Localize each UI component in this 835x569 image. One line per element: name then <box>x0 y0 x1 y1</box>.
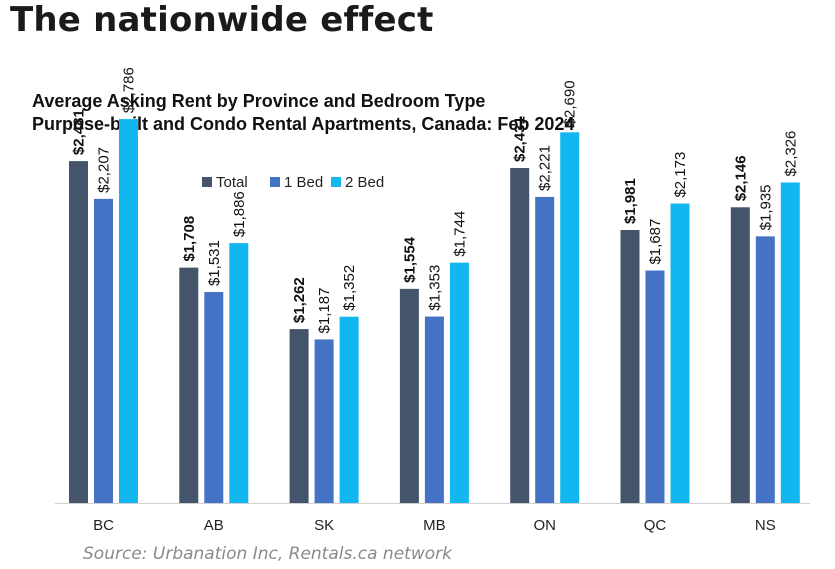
value-label-ns-1-bed: $1,935 <box>757 184 774 230</box>
chart-title-block: Average Asking Rent by Province and Bedr… <box>32 90 574 136</box>
legend-swatch-2-bed <box>331 177 341 187</box>
x-tick-label-bc: BC <box>93 517 114 534</box>
page-headline: The nationwide effect <box>10 0 434 40</box>
value-label-sk-2-bed: $1,352 <box>341 265 358 311</box>
value-label-on-total: $2,431 <box>512 116 529 162</box>
bar-mb-1-bed <box>424 316 444 503</box>
legend-label-2-bed: 2 Bed <box>345 174 384 191</box>
value-label-bc-1-bed: $2,207 <box>96 147 113 193</box>
x-axis-labels: BC AB SK MB ON QC NS <box>93 517 776 534</box>
value-label-qc-1-bed: $1,687 <box>647 219 664 265</box>
value-label-ab-2-bed: $1,886 <box>231 191 248 237</box>
bar-ab-1-bed <box>204 292 224 503</box>
value-label-ab-1-bed: $1,531 <box>206 240 223 286</box>
bar-sk-total <box>289 329 309 503</box>
value-label-bc-total: $2,481 <box>71 109 88 155</box>
chart-legend: Total 1 Bed 2 Bed <box>202 174 384 191</box>
value-label-bc-2-bed: $2,786 <box>121 67 138 113</box>
bar-ns-total <box>730 207 750 504</box>
bar-ab-2-bed <box>229 243 249 504</box>
x-tick-label-mb: MB <box>423 517 446 534</box>
value-label-qc-2-bed: $2,173 <box>672 152 689 198</box>
legend-swatch-total <box>202 177 212 187</box>
value-label-sk-1-bed: $1,187 <box>316 288 333 334</box>
legend-label-1-bed: 1 Bed <box>284 174 323 191</box>
legend-swatch-1-bed <box>270 177 280 187</box>
x-tick-label-ns: NS <box>755 517 776 534</box>
bar-ns-1-bed <box>755 236 775 503</box>
x-tick-label-qc: QC <box>644 517 667 534</box>
bar-chart: Total 1 Bed 2 Bed $2,481 $2,207 $2,786 $1,708… <box>55 67 810 534</box>
chart-bars <box>69 119 800 504</box>
bar-mb-total <box>399 288 419 503</box>
value-label-mb-1-bed: $1,353 <box>426 265 443 311</box>
bar-sk-2-bed <box>339 316 359 503</box>
bar-qc-2-bed <box>670 203 690 503</box>
bar-on-total <box>510 168 530 504</box>
chart-title: Average Asking Rent by Province and Bedr… <box>32 91 486 111</box>
bar-bc-total <box>69 161 88 503</box>
bar-qc-1-bed <box>645 270 665 503</box>
value-label-ns-total: $2,146 <box>732 155 749 201</box>
bar-ns-2-bed <box>780 182 800 503</box>
x-tick-label-on: ON <box>533 517 556 534</box>
bar-sk-1-bed <box>314 339 334 503</box>
x-tick-label-ab: AB <box>204 517 224 534</box>
value-label-qc-total: $1,981 <box>622 178 639 224</box>
value-label-on-1-bed: $2,221 <box>537 145 554 191</box>
bar-qc-total <box>620 230 640 504</box>
x-tick-label-sk: SK <box>314 517 334 534</box>
bar-ab-total <box>179 267 199 503</box>
chart-value-labels: $2,481 $2,207 $2,786 $1,708 $1,531 $1,886 $1,2… <box>71 67 800 333</box>
value-label-on-2-bed: $2,690 <box>562 80 579 126</box>
bar-bc-2-bed <box>119 119 138 503</box>
bar-on-1-bed <box>535 196 555 503</box>
source-note: Source: Urbanation Inc, Rentals.ca netwo… <box>83 544 452 564</box>
value-label-mb-total: $1,554 <box>401 236 418 283</box>
bar-on-2-bed <box>560 132 580 503</box>
legend-label-total: Total <box>216 174 248 191</box>
value-label-sk-total: $1,262 <box>291 277 308 323</box>
value-label-ab-total: $1,708 <box>181 216 198 262</box>
value-label-mb-2-bed: $1,744 <box>451 211 468 257</box>
value-label-ns-2-bed: $2,326 <box>782 131 799 177</box>
chart-subtitle: Purpose-built and Condo Rental Apartment… <box>32 114 575 134</box>
bar-bc-1-bed <box>94 198 113 503</box>
bar-mb-2-bed <box>449 262 469 503</box>
